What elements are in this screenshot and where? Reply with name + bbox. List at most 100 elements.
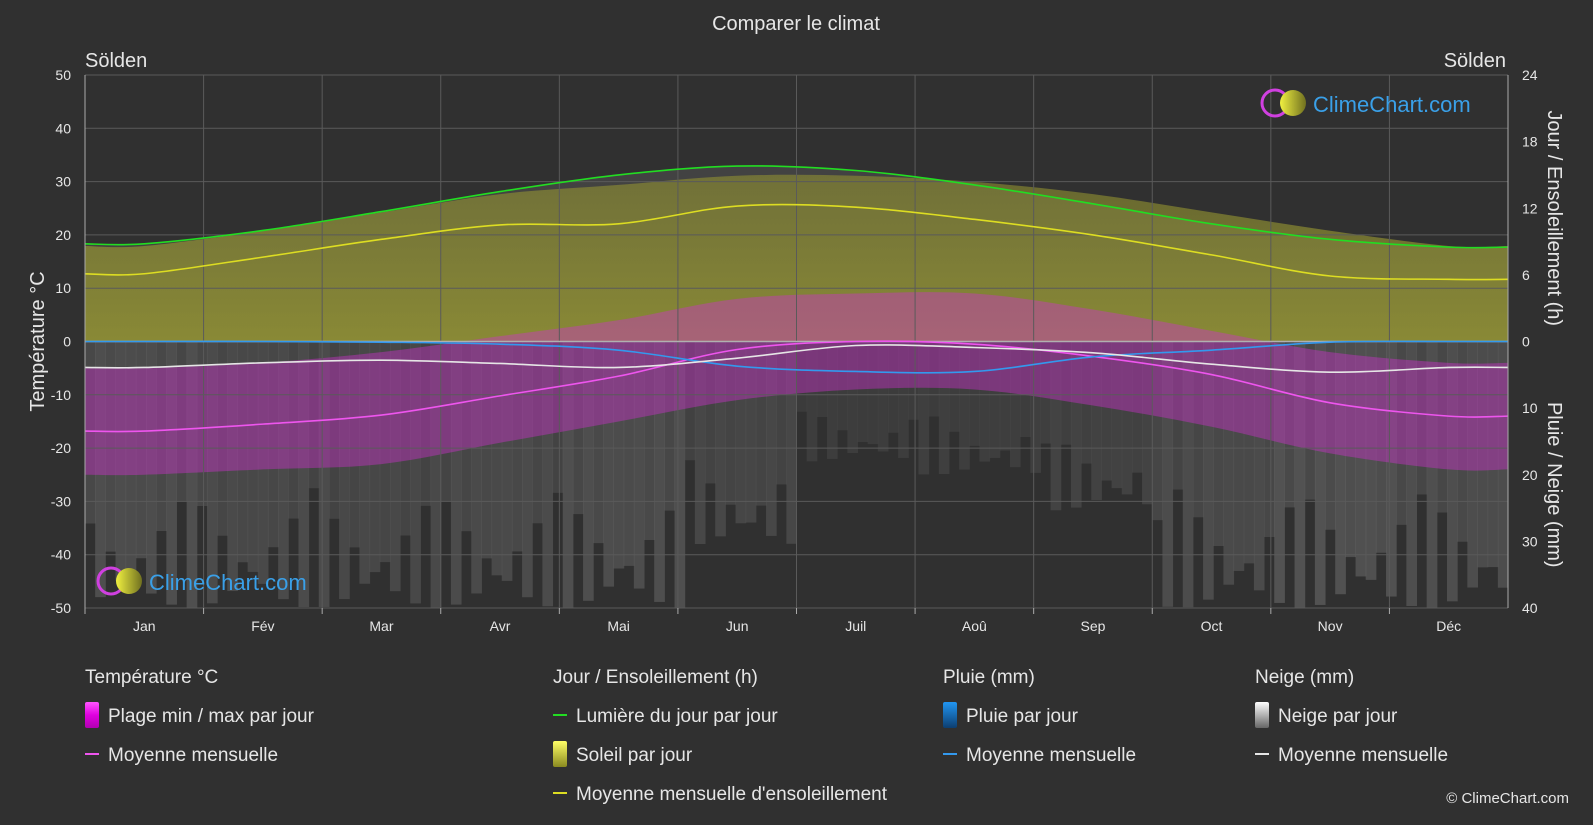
snow-daily-bar bbox=[186, 341, 198, 608]
snow-daily-bar bbox=[227, 341, 238, 592]
snow-daily-bar bbox=[959, 341, 970, 470]
snow-daily-bar bbox=[796, 341, 808, 412]
month-tick-label: Aoû bbox=[962, 618, 987, 634]
series-line-moyenne-mensuelle-temp-rature- bbox=[85, 340, 1508, 433]
snow-daily-bar bbox=[908, 341, 919, 420]
snow-daily-bar bbox=[247, 341, 259, 572]
snow-daily-bar bbox=[1294, 341, 1306, 608]
snow-daily-bar bbox=[135, 341, 147, 559]
snow-daily-bar bbox=[705, 341, 716, 484]
legend-item-label: Moyenne mensuelle bbox=[966, 745, 1136, 766]
snow-daily-bar bbox=[644, 341, 655, 540]
brand-name-top: ClimeChart.com bbox=[1313, 92, 1471, 117]
month-tick-label: Oct bbox=[1201, 618, 1223, 634]
location-left: Sölden bbox=[85, 50, 147, 72]
snow-daily-bar bbox=[542, 341, 554, 607]
snow-daily-bar bbox=[1020, 341, 1031, 438]
snow-daily-bar bbox=[278, 341, 289, 600]
snow-daily-bar bbox=[491, 341, 503, 576]
snow-daily-bar bbox=[328, 341, 340, 519]
snow-daily-bar bbox=[1274, 341, 1285, 603]
snow-daily-bar bbox=[288, 341, 299, 519]
month-tick-label: Avr bbox=[490, 618, 511, 634]
left-tick-label: 10 bbox=[55, 280, 71, 296]
snow-daily-bar bbox=[918, 341, 930, 475]
snow-daily-bar bbox=[1477, 341, 1489, 568]
snow-daily-bar bbox=[1375, 341, 1387, 553]
axes: 50 40 30 20 10 0 -10 -20 -30 -40 -50 24 18 12 6 0 10 20 30… bbox=[27, 67, 1565, 634]
legend-swatch bbox=[1255, 702, 1269, 728]
chart-title: Comparer le climat bbox=[712, 13, 880, 35]
legend-heading: Jour / Ensoleillement (h) bbox=[553, 667, 758, 688]
snow-daily-bar bbox=[867, 341, 879, 445]
left-tick-label: 0 bbox=[63, 334, 71, 350]
legend: Température °C Plage min / max par jour Mo… bbox=[85, 667, 1448, 805]
month-tick-label: Fév bbox=[251, 618, 274, 634]
legend-item-label: Plage min / max par jour bbox=[108, 706, 315, 727]
snow-daily-bar bbox=[1081, 341, 1092, 464]
snow-daily-bar bbox=[196, 341, 208, 507]
snow-daily-bar bbox=[308, 341, 320, 489]
snow-daily-bar bbox=[379, 341, 391, 563]
location-right: Sölden bbox=[1444, 50, 1506, 72]
snow-daily-bar bbox=[1111, 341, 1123, 489]
left-axis-label: Température °C bbox=[27, 271, 49, 411]
legend-swatch bbox=[943, 702, 957, 728]
snow-daily-bar bbox=[176, 341, 188, 501]
snow-daily-bar bbox=[583, 341, 594, 601]
snow-daily-bar bbox=[572, 341, 584, 515]
snow-daily-bar bbox=[1447, 341, 1458, 602]
snow-daily-bar bbox=[125, 341, 137, 576]
snow-daily-bar bbox=[339, 341, 350, 600]
snow-daily-bar bbox=[1365, 341, 1377, 580]
brand-name-bottom: ClimeChart.com bbox=[149, 570, 307, 595]
snow-daily-bar bbox=[1213, 341, 1224, 547]
snow-daily-bar bbox=[816, 341, 828, 418]
snow-daily-bar bbox=[1304, 341, 1316, 500]
right-hours-tick-label: 18 bbox=[1522, 134, 1538, 150]
month-tick-label: Jan bbox=[133, 618, 156, 634]
snow-daily-bar bbox=[857, 341, 869, 443]
left-tick-label: 50 bbox=[55, 67, 71, 83]
snow-daily-bar bbox=[318, 341, 330, 607]
snow-daily-bar bbox=[481, 341, 493, 559]
snow-daily-bar bbox=[430, 341, 442, 608]
snow-daily-bar bbox=[776, 341, 787, 485]
legend-swatch bbox=[553, 741, 567, 767]
snow-daily-bar bbox=[1457, 341, 1468, 542]
legend-item-label: Lumière du jour par jour bbox=[576, 706, 778, 727]
series-layer bbox=[85, 165, 1508, 433]
snow-daily-bar bbox=[145, 341, 157, 594]
snow-daily-bar bbox=[1325, 341, 1336, 530]
month-tick-label: Juil bbox=[845, 618, 866, 634]
snow-daily-bar bbox=[1416, 341, 1428, 495]
snow-daily-bar bbox=[440, 341, 452, 502]
legend-item-label: Moyenne mensuelle d'ensoleillement bbox=[576, 784, 888, 805]
snow-daily-bar bbox=[928, 341, 940, 417]
logo-sun-icon bbox=[1280, 90, 1306, 116]
snow-daily-bar bbox=[1487, 341, 1499, 568]
snow-daily-bar bbox=[898, 341, 909, 458]
snow-daily-bar bbox=[674, 341, 686, 608]
snow-daily-bar bbox=[1243, 341, 1255, 564]
snow-daily-bar bbox=[694, 341, 706, 545]
snow-daily-bar bbox=[613, 341, 625, 569]
right-hours-tick-label: 0 bbox=[1522, 334, 1530, 350]
snow-daily-bar bbox=[725, 341, 737, 505]
legend-item-label: Moyenne mensuelle bbox=[108, 745, 278, 766]
snow-daily-bar bbox=[938, 341, 950, 475]
snow-daily-bar bbox=[471, 341, 482, 594]
snow-daily-bar bbox=[166, 341, 177, 605]
snow-daily-bar bbox=[745, 341, 757, 523]
snow-daily-bar bbox=[298, 341, 310, 608]
snow-daily-bar bbox=[1070, 341, 1082, 508]
right-precip-tick-label: 40 bbox=[1522, 600, 1538, 616]
snow-daily-bar bbox=[1192, 341, 1204, 518]
legend-item-label: Moyenne mensuelle bbox=[1278, 745, 1448, 766]
snow-daily-bar bbox=[1335, 341, 1346, 595]
snow-daily-bar bbox=[1040, 341, 1052, 444]
month-tick-label: Déc bbox=[1436, 618, 1461, 634]
snow-daily-bar bbox=[593, 341, 604, 544]
left-tick-label: 30 bbox=[55, 174, 71, 190]
snow-daily-bar bbox=[1142, 341, 1153, 505]
